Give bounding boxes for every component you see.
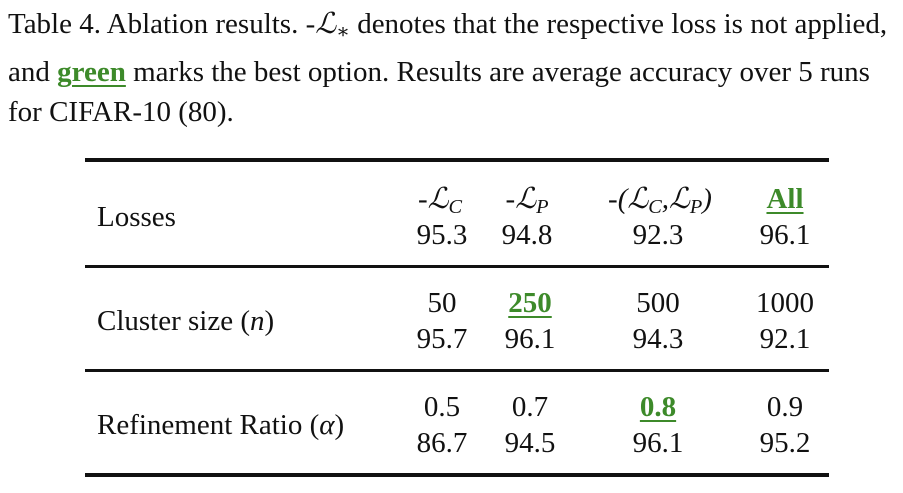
cluster-value-4: 92.1 bbox=[759, 323, 811, 355]
cluster-param-3: 500 bbox=[636, 287, 680, 319]
loss-symbol: ℒ∗ bbox=[315, 8, 350, 44]
ratio-param-4: 0.9 bbox=[766, 391, 804, 423]
losses-header-1: -ℒC bbox=[417, 183, 463, 219]
cluster-param-2: 250 bbox=[508, 287, 552, 319]
losses-value-3: 92.3 bbox=[632, 219, 684, 251]
table-bottom-rule bbox=[85, 473, 829, 477]
ratio-value-3: 96.1 bbox=[632, 427, 684, 459]
ratio-value-2: 94.5 bbox=[504, 427, 556, 459]
losses-value-2: 94.8 bbox=[501, 219, 553, 251]
losses-value-4: 96.1 bbox=[759, 219, 811, 251]
ratio-value-1: 86.7 bbox=[416, 427, 468, 459]
losses-header-3: -(ℒC,ℒP) bbox=[608, 183, 712, 219]
cluster-value-1: 95.7 bbox=[416, 323, 468, 355]
ratio-param-1: 0.5 bbox=[423, 391, 461, 423]
ratio-param-3: 0.8 bbox=[639, 391, 677, 423]
losses-value-1: 95.3 bbox=[416, 219, 468, 251]
caption-suffix: marks the best option. Results are avera… bbox=[8, 56, 870, 129]
table-mid-rule-1 bbox=[85, 265, 829, 268]
table-top-rule bbox=[85, 158, 829, 162]
cluster-value-2: 96.1 bbox=[504, 323, 556, 355]
cluster-param-4: 1000 bbox=[756, 287, 814, 319]
row-label-cluster-size: Cluster size (n) bbox=[97, 305, 275, 337]
ratio-value-4: 95.2 bbox=[759, 427, 811, 459]
table-mid-rule-2 bbox=[85, 369, 829, 372]
caption-green-word: green bbox=[57, 56, 126, 89]
caption-mid: denotes that the respective loss is not … bbox=[8, 8, 888, 89]
losses-header-2: -ℒP bbox=[505, 183, 549, 219]
cluster-value-3: 94.3 bbox=[632, 323, 684, 355]
table-caption: Table 4. Ablation results. -ℒ∗ denotes t… bbox=[8, 4, 898, 132]
row-label-losses: Losses bbox=[97, 201, 176, 233]
ratio-param-2: 0.7 bbox=[511, 391, 549, 423]
caption-prefix: Table 4. Ablation results. - bbox=[8, 8, 316, 40]
cluster-param-1: 50 bbox=[427, 287, 457, 319]
row-label-refinement-ratio: Refinement Ratio (α) bbox=[97, 409, 345, 441]
losses-header-4: All bbox=[766, 183, 804, 215]
